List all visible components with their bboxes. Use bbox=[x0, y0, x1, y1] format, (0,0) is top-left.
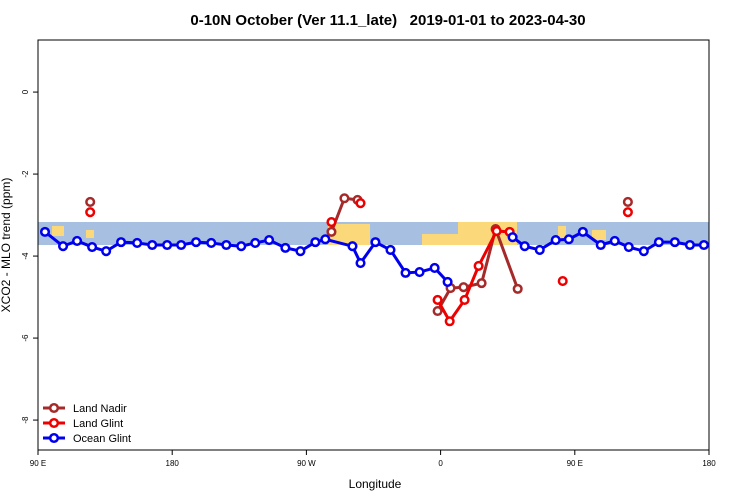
point bbox=[432, 294, 443, 305]
legend-label: Ocean Glint bbox=[73, 433, 131, 445]
point bbox=[609, 235, 620, 246]
x-tick-label: 180 bbox=[702, 459, 716, 468]
x-tick-label: 0 bbox=[438, 459, 443, 468]
point bbox=[85, 207, 96, 218]
x-axis-label: Longitude bbox=[349, 477, 402, 491]
point bbox=[638, 246, 649, 257]
point bbox=[491, 226, 502, 237]
point bbox=[595, 239, 606, 251]
point bbox=[370, 237, 381, 248]
legend-marker bbox=[48, 402, 60, 414]
point bbox=[534, 244, 545, 255]
point bbox=[622, 207, 633, 218]
point bbox=[221, 239, 232, 251]
x-tick-label: 90 E bbox=[30, 459, 46, 468]
point bbox=[623, 242, 634, 253]
point bbox=[458, 282, 469, 293]
point bbox=[459, 294, 470, 305]
point bbox=[347, 241, 358, 252]
plot-frame bbox=[37, 39, 710, 451]
point bbox=[519, 241, 530, 252]
point bbox=[87, 242, 98, 253]
point bbox=[355, 198, 366, 209]
point bbox=[512, 283, 523, 294]
point bbox=[206, 237, 217, 248]
point bbox=[444, 316, 455, 327]
point bbox=[385, 244, 396, 255]
point bbox=[507, 232, 518, 243]
point bbox=[432, 305, 443, 317]
point bbox=[250, 237, 261, 248]
series-line bbox=[331, 198, 627, 311]
point bbox=[476, 278, 487, 289]
point bbox=[442, 276, 453, 287]
point bbox=[400, 267, 411, 278]
point bbox=[295, 246, 306, 257]
point bbox=[264, 235, 275, 246]
point bbox=[550, 235, 561, 246]
point bbox=[669, 237, 680, 248]
point bbox=[563, 234, 574, 245]
y-axis-label: XCO2 - MLO trend (ppm) bbox=[0, 178, 13, 313]
y-tick-label: -6 bbox=[21, 334, 30, 342]
point bbox=[653, 237, 664, 248]
point bbox=[429, 262, 440, 274]
y-tick-label: 0 bbox=[21, 89, 30, 94]
y-tick-label: -4 bbox=[21, 252, 30, 260]
chart-title: 0-10N October (Ver 11.1_late) 2019-01-01… bbox=[190, 12, 585, 29]
point bbox=[176, 239, 187, 251]
point bbox=[236, 241, 247, 252]
point bbox=[116, 237, 127, 248]
point bbox=[577, 226, 588, 237]
point bbox=[622, 196, 633, 207]
point bbox=[85, 196, 96, 207]
point bbox=[162, 239, 173, 251]
legend-label: Land Glint bbox=[73, 418, 123, 430]
point bbox=[326, 226, 337, 237]
point bbox=[101, 246, 112, 257]
legend-label: Land Nadir bbox=[73, 403, 127, 415]
x-tick-label: 180 bbox=[166, 459, 180, 468]
point bbox=[310, 237, 321, 248]
point bbox=[320, 234, 331, 245]
x-tick-label: 90 W bbox=[297, 459, 316, 468]
point bbox=[326, 216, 337, 228]
point bbox=[473, 260, 484, 271]
point bbox=[355, 257, 366, 269]
y-tick-label: -2 bbox=[21, 170, 30, 178]
point bbox=[58, 241, 69, 252]
x-tick-label: 90 E bbox=[567, 459, 583, 468]
point bbox=[72, 235, 83, 246]
point bbox=[414, 267, 425, 278]
point bbox=[191, 237, 202, 248]
point bbox=[39, 226, 51, 237]
point bbox=[698, 239, 709, 251]
legend-marker bbox=[48, 432, 60, 444]
point bbox=[684, 239, 695, 251]
point bbox=[557, 276, 568, 287]
y-tick-label: -8 bbox=[21, 416, 30, 424]
point bbox=[339, 193, 350, 204]
point bbox=[132, 237, 143, 248]
legend-marker bbox=[48, 417, 60, 429]
point bbox=[147, 239, 158, 251]
point bbox=[280, 242, 291, 253]
